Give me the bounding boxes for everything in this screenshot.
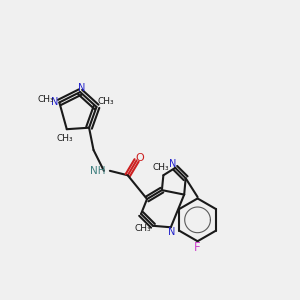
Text: N: N	[78, 83, 85, 94]
Text: N: N	[169, 159, 177, 169]
Text: CH₃: CH₃	[38, 95, 54, 104]
Text: O: O	[136, 153, 145, 163]
Text: N: N	[168, 227, 175, 237]
Text: N: N	[51, 98, 58, 107]
Text: CH₃: CH₃	[97, 97, 114, 106]
Text: CH₃: CH₃	[134, 224, 151, 233]
Text: NH: NH	[90, 166, 105, 176]
Text: F: F	[194, 241, 201, 254]
Text: CH₃: CH₃	[152, 163, 169, 172]
Text: CH₃: CH₃	[57, 134, 74, 142]
